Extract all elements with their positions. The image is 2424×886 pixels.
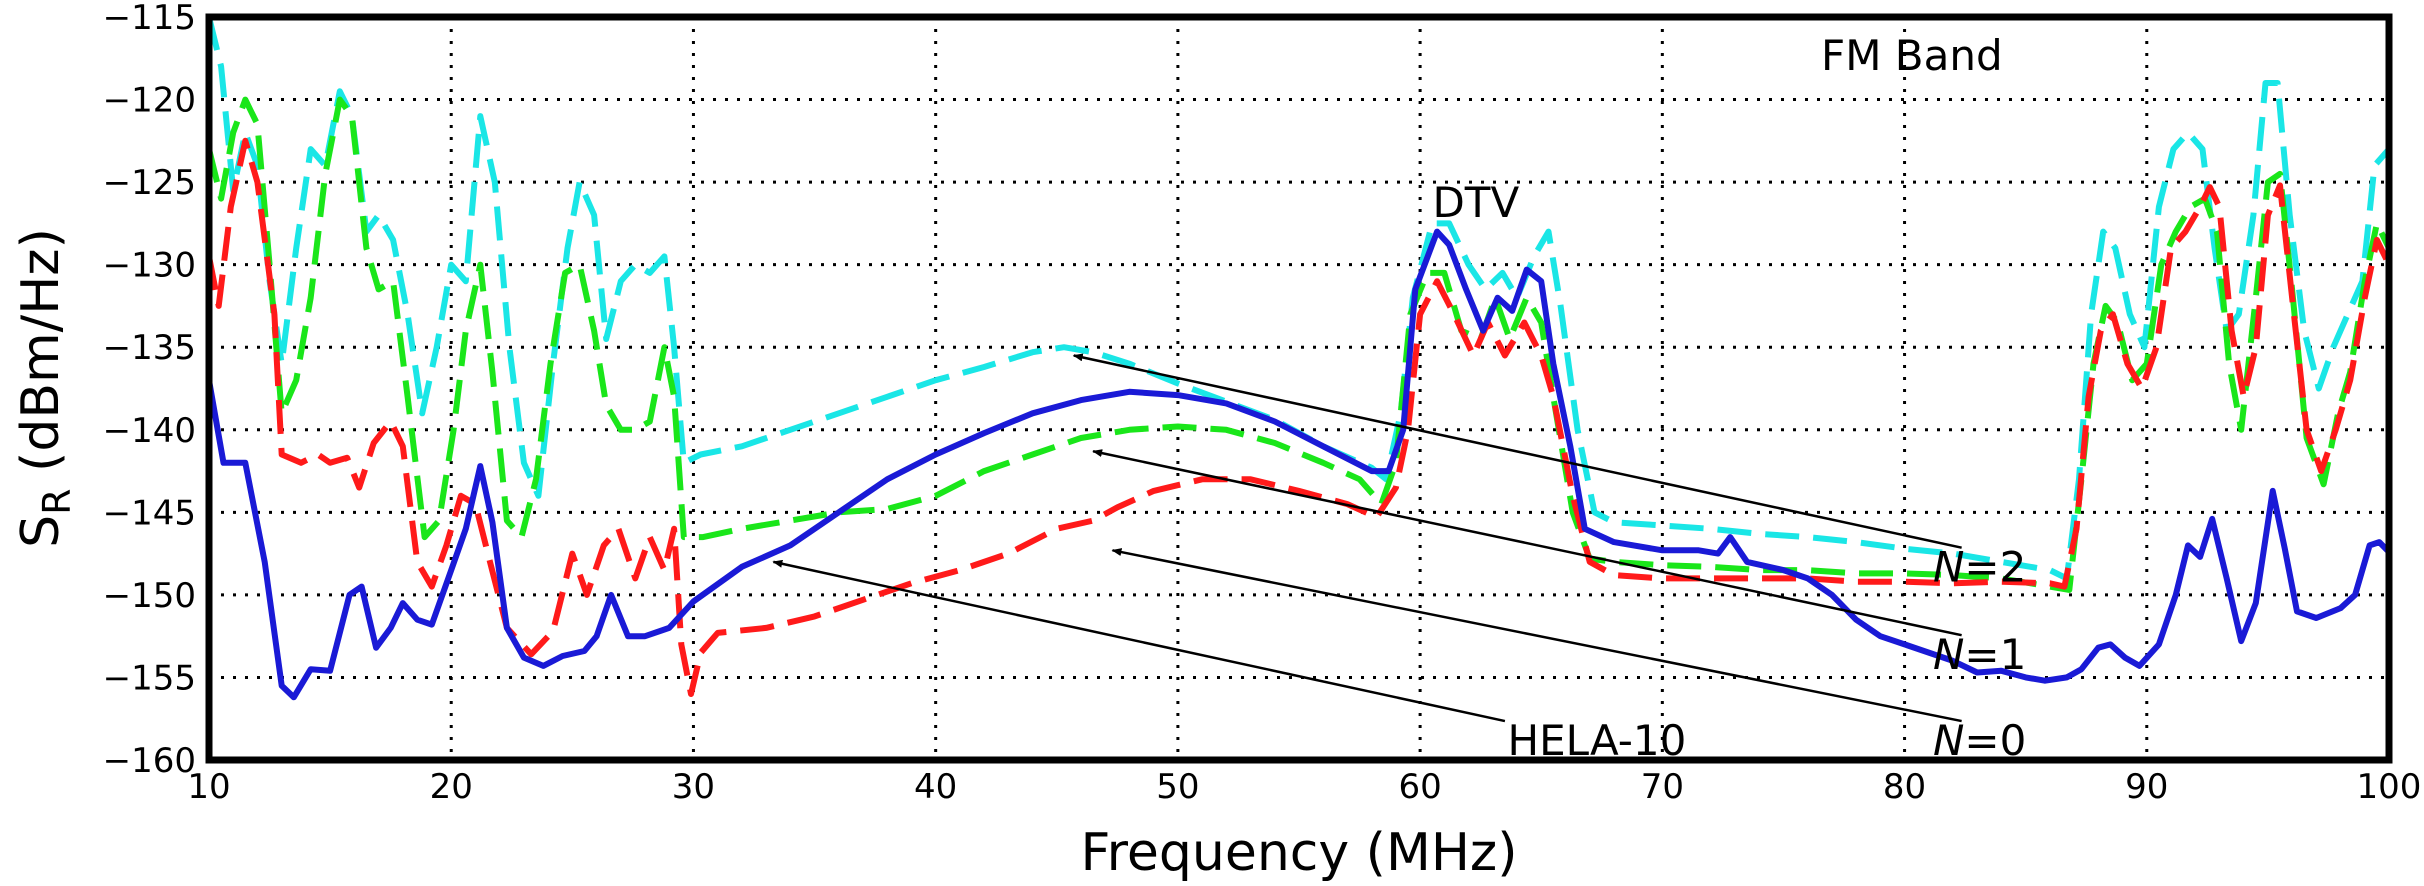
plot-frame	[205, 13, 2393, 764]
arrow-label-var: N	[1933, 630, 1964, 679]
arrow-pointer	[1072, 353, 1962, 549]
x-tick-label: 40	[914, 767, 957, 807]
y-tick-label: −155	[103, 658, 196, 698]
x-tick-label: 30	[672, 767, 715, 807]
y-axis-label-unit: (dBm/Hz)	[11, 228, 71, 488]
arrow-label-op: =	[1964, 543, 1999, 592]
arrow-pointer	[772, 559, 1506, 723]
arrow-label-op: =	[1964, 630, 1999, 679]
arrow-label-op: =	[1964, 716, 1999, 765]
arrow-label: HELA-10	[1507, 716, 1686, 765]
x-axis-label: Frequency (MHz)	[1081, 823, 1518, 883]
y-axis-label-main: S	[11, 515, 71, 548]
arrow-group	[772, 353, 1962, 723]
tick-labels: 10 20 30 40 50 60 70 80 90 100−160−155−150−145−14…	[103, 0, 2422, 807]
arrow-pointer	[1092, 449, 1962, 637]
x-tick-label: 100	[2357, 767, 2422, 807]
arrow-label: N=2	[1933, 543, 2026, 592]
annotation-label: FM Band	[1821, 31, 2003, 80]
y-tick-label: −115	[103, 0, 196, 38]
arrow-label-num: 0	[2000, 716, 2027, 765]
x-tick-label: 70	[1641, 767, 1684, 807]
arrow-label-num: 1	[2000, 630, 2027, 679]
y-tick-label: −145	[103, 493, 196, 533]
arrow-label-var: N	[1933, 716, 1964, 765]
series-line-n-1	[206, 96, 2392, 593]
series-line-hela-10	[206, 228, 2392, 701]
y-axis-label: SR (dBm/Hz)	[11, 228, 79, 548]
x-tick-label: 10	[187, 767, 230, 807]
y-tick-label: −125	[103, 163, 196, 203]
x-tick-label: 50	[1156, 767, 1199, 807]
x-tick-label: 60	[1398, 767, 1441, 807]
arrow-pointer	[1111, 548, 1962, 723]
y-tick-label: −130	[103, 246, 196, 286]
arrow-label-var: N	[1933, 543, 1964, 592]
y-tick-label: −135	[103, 328, 196, 368]
y-tick-label: −160	[103, 741, 196, 781]
y-tick-label: −150	[103, 576, 196, 616]
series-group	[206, 16, 2392, 701]
x-tick-label: 90	[2125, 767, 2168, 807]
x-tick-label: 80	[1883, 767, 1926, 807]
annotation-label: DTV	[1432, 178, 1519, 227]
series-line-n-0	[206, 137, 2392, 697]
x-tick-label: 20	[430, 767, 473, 807]
arrow-label: N=0	[1933, 716, 2026, 765]
y-tick-label: −140	[103, 411, 196, 451]
y-axis-label-sub: R	[35, 488, 79, 514]
arrow-label-num: 2	[2000, 543, 2027, 592]
arrow-label: N=1	[1933, 630, 2026, 679]
y-tick-label: −120	[103, 81, 196, 121]
series-line-n-2	[206, 16, 2392, 582]
